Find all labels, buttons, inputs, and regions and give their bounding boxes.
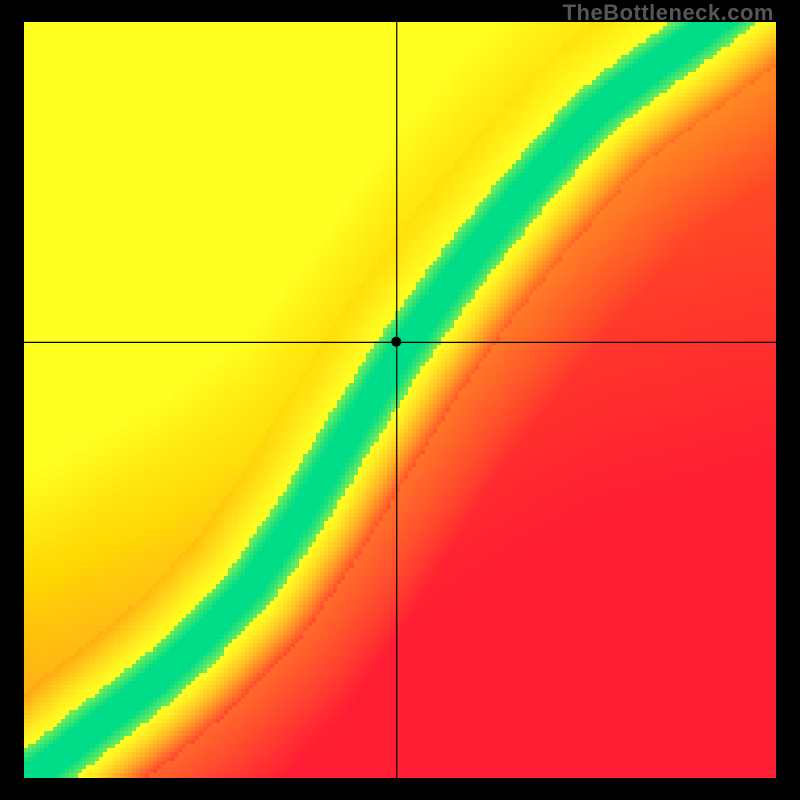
- plot-area: [24, 22, 776, 778]
- heatmap-canvas: [24, 22, 776, 778]
